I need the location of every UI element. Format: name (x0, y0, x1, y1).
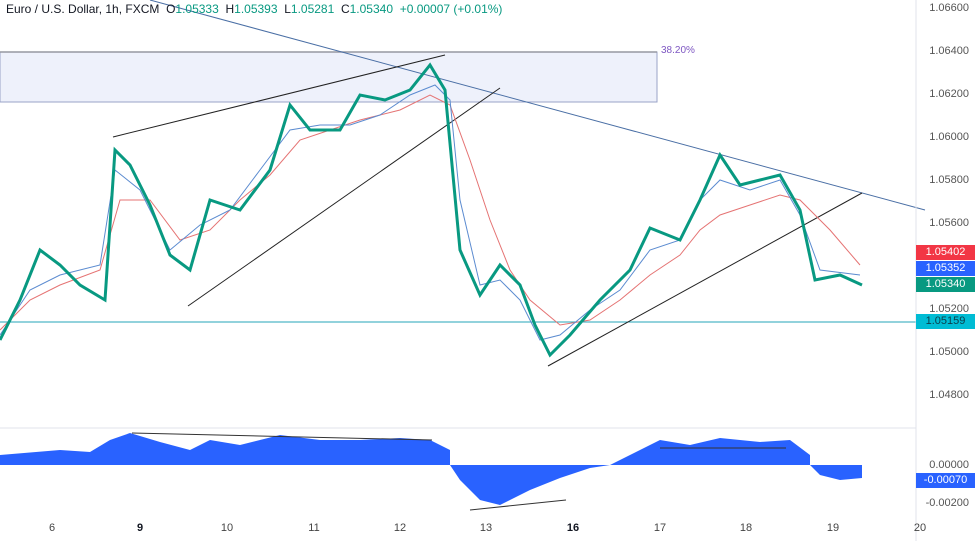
osc-tick: 0.00000 (929, 459, 969, 471)
open-value: 1.05333 (175, 2, 219, 16)
price-tick: 1.06600 (929, 2, 969, 14)
support-price-tag: 1.05159 (916, 314, 975, 329)
time-tick: 17 (653, 522, 667, 534)
price-tick: 1.06200 (929, 88, 969, 100)
time-tick: 11 (308, 522, 320, 534)
fast-ma-tag: 1.05352 (916, 261, 975, 276)
time-tick: 12 (393, 522, 407, 534)
time-tick: 18 (739, 522, 753, 534)
price-tick: 1.05800 (929, 174, 969, 186)
time-tick: 13 (479, 522, 493, 534)
open-label: O (166, 2, 176, 16)
close-label: C (340, 2, 350, 16)
close-value: 1.05340 (349, 2, 394, 16)
time-tick: 19 (826, 522, 840, 534)
osc-value-tag: -0.00070 (916, 473, 975, 488)
slow-ma-tag: 1.05402 (916, 245, 975, 260)
fib-zone (0, 51, 658, 103)
high-label: H (225, 2, 235, 16)
osc-tick: -0.00200 (925, 497, 969, 509)
symbol-title: Euro / U.S. Dollar, 1h, FXCM (6, 2, 160, 16)
time-tick: 16 (566, 522, 580, 534)
price-tick: 1.05600 (929, 217, 969, 229)
price-tick: 1.06000 (929, 131, 969, 143)
fib-label: 38.20% (661, 45, 695, 56)
price-tick: 1.05000 (929, 346, 969, 358)
chart-header: Euro / U.S. Dollar, 1h, FXCM O1.05333 H1… (6, 2, 502, 16)
low-value: 1.05281 (290, 2, 335, 16)
time-tick: 20 (913, 522, 927, 534)
price-tick: 1.06400 (929, 45, 969, 57)
price-tick: 1.04800 (929, 389, 969, 401)
time-tick: 9 (136, 522, 144, 534)
descending-trendline (149, 0, 926, 211)
last-price-tag: 1.05340 (916, 277, 975, 292)
high-value: 1.05393 (234, 2, 278, 16)
time-tick: 6 (48, 522, 56, 534)
change-value: +0.00007 (+0.01%) (399, 2, 503, 16)
time-tick: 10 (220, 522, 234, 534)
price-tick: 1.05200 (929, 303, 969, 315)
low-label: L (284, 2, 291, 16)
